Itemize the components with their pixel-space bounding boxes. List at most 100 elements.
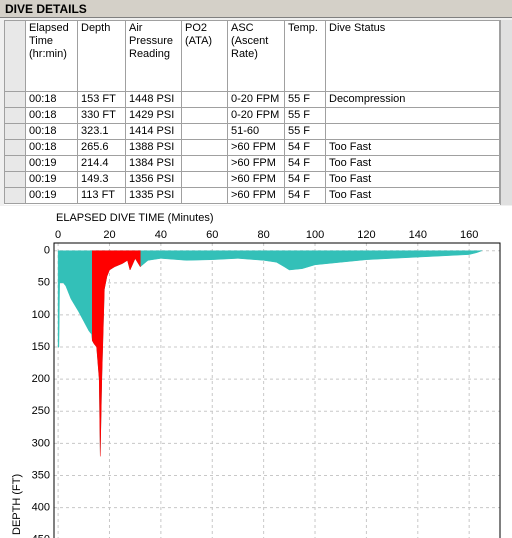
table-cell: 153 FT	[77, 91, 126, 108]
table-cell	[325, 107, 500, 124]
x-tick-label: 40	[155, 229, 167, 241]
table-row[interactable]: 00:18 153 FT 1448 PSI 0-20 FPM 55 F Decompres…	[4, 91, 500, 108]
row-selector	[4, 155, 26, 172]
table-cell: 0-20 FPM	[227, 107, 285, 124]
depth-area	[92, 250, 141, 457]
table-cell: Too Fast	[325, 187, 500, 204]
table-cell	[181, 139, 228, 156]
table-cell: >60 FPM	[227, 171, 285, 188]
column-header: Dive Status	[325, 20, 500, 92]
table-cell: 00:18	[25, 107, 78, 124]
table-cell: 00:19	[25, 155, 78, 172]
table-cell	[181, 155, 228, 172]
table-cell	[181, 187, 228, 204]
table-cell: 54 F	[284, 155, 326, 172]
table-row[interactable]: 00:18 265.6 1388 PSI >60 FPM 54 F Too Fast	[4, 139, 500, 156]
table-cell: 1429 PSI	[125, 107, 182, 124]
table-cell: 00:18	[25, 139, 78, 156]
table-row[interactable]: 00:18 330 FT 1429 PSI 0-20 FPM 55 F	[4, 107, 500, 124]
table-cell	[325, 123, 500, 140]
table-row[interactable]: 00:18 323.1 1414 PSI 51-60 55 F	[4, 123, 500, 140]
table-cell: Decompression	[325, 91, 500, 108]
column-header: PO2 (ATA)	[181, 20, 228, 92]
table-cell: 149.3	[77, 171, 126, 188]
table-cell: 113 FT	[77, 187, 126, 204]
table-row[interactable]: 00:19 149.3 1356 PSI >60 FPM 54 F Too Fast	[4, 171, 500, 188]
table-cell: 1356 PSI	[125, 171, 182, 188]
table-row[interactable]: 00:19 113 FT 1335 PSI >60 FPM 54 F Too Fast	[4, 187, 500, 204]
table-cell: 55 F	[284, 123, 326, 140]
column-header: Temp.	[284, 20, 326, 92]
table-area: Elapsed Time (hr:min) Depth Air Pressure R…	[4, 20, 500, 205]
column-header: Depth	[77, 20, 126, 92]
table-cell: 00:19	[25, 187, 78, 204]
y-tick-label: 450	[32, 534, 50, 538]
table-cell: 1448 PSI	[125, 91, 182, 108]
y-tick-label: 350	[32, 469, 50, 481]
x-tick-label: 80	[258, 229, 270, 241]
row-selector	[4, 187, 26, 204]
table-cell: 265.6	[77, 139, 126, 156]
table-cell: 1335 PSI	[125, 187, 182, 204]
x-tick-label: 140	[409, 229, 427, 241]
table-cell: 0-20 FPM	[227, 91, 285, 108]
table-cell: 00:19	[25, 171, 78, 188]
table-cell: 00:18	[25, 123, 78, 140]
y-axis-title: DEPTH (FT)	[11, 474, 23, 535]
depth-area	[57, 250, 483, 457]
scrollbar[interactable]	[500, 20, 512, 205]
table-cell: 54 F	[284, 171, 326, 188]
x-tick-label: 20	[103, 229, 115, 241]
table-cell: 1384 PSI	[125, 155, 182, 172]
y-tick-label: 250	[32, 405, 50, 417]
column-header: Elapsed Time (hr:min)	[25, 20, 78, 92]
x-tick-label: 120	[357, 229, 375, 241]
column-header: ASC (Ascent Rate)	[227, 20, 285, 92]
table-cell: 1414 PSI	[125, 123, 182, 140]
row-selector	[4, 171, 26, 188]
plot-frame	[53, 242, 501, 538]
selector-header	[4, 20, 26, 92]
y-tick-label: 200	[32, 373, 50, 385]
y-tick-label: 50	[38, 277, 50, 289]
table-cell: 51-60	[227, 123, 285, 140]
y-tick-label: 300	[32, 437, 50, 449]
y-tick-label: 150	[32, 341, 50, 353]
table-cell	[181, 123, 228, 140]
table-cell: 55 F	[284, 107, 326, 124]
table-cell: >60 FPM	[227, 155, 285, 172]
row-selector	[4, 123, 26, 140]
y-tick-label: 0	[44, 245, 50, 257]
table-cell	[181, 171, 228, 188]
x-tick-label: 100	[306, 229, 324, 241]
table-cell: Too Fast	[325, 139, 500, 156]
table-cell: >60 FPM	[227, 187, 285, 204]
header-row: Elapsed Time (hr:min) Depth Air Pressure R…	[4, 20, 500, 92]
panel-title: DIVE DETAILS	[0, 0, 512, 18]
row-selector	[4, 107, 26, 124]
row-selector	[4, 91, 26, 108]
table-cell: 54 F	[284, 139, 326, 156]
column-header: Air Pressure Reading	[125, 20, 182, 92]
table-cell: 214.4	[77, 155, 126, 172]
table-cell	[181, 107, 228, 124]
x-tick-label: 160	[460, 229, 478, 241]
y-tick-label: 400	[32, 502, 50, 514]
table-cell: >60 FPM	[227, 139, 285, 156]
y-tick-label: 100	[32, 309, 50, 321]
table-cell: Too Fast	[325, 171, 500, 188]
table-cell: 55 F	[284, 91, 326, 108]
table-cell: 00:18	[25, 91, 78, 108]
table-cell	[181, 91, 228, 108]
table-cell: 1388 PSI	[125, 139, 182, 156]
table-row[interactable]: 00:19 214.4 1384 PSI >60 FPM 54 F Too Fast	[4, 155, 500, 172]
table-cell: 323.1	[77, 123, 126, 140]
x-axis-title: ELAPSED DIVE TIME (Minutes)	[56, 212, 214, 224]
row-selector	[4, 139, 26, 156]
depth-chart: ELAPSED DIVE TIME (Minutes) DEPTH (FT) 0…	[0, 206, 512, 538]
table-cell: 330 FT	[77, 107, 126, 124]
x-tick-label: 60	[206, 229, 218, 241]
table-cell: Too Fast	[325, 155, 500, 172]
x-tick-label: 0	[55, 229, 61, 241]
